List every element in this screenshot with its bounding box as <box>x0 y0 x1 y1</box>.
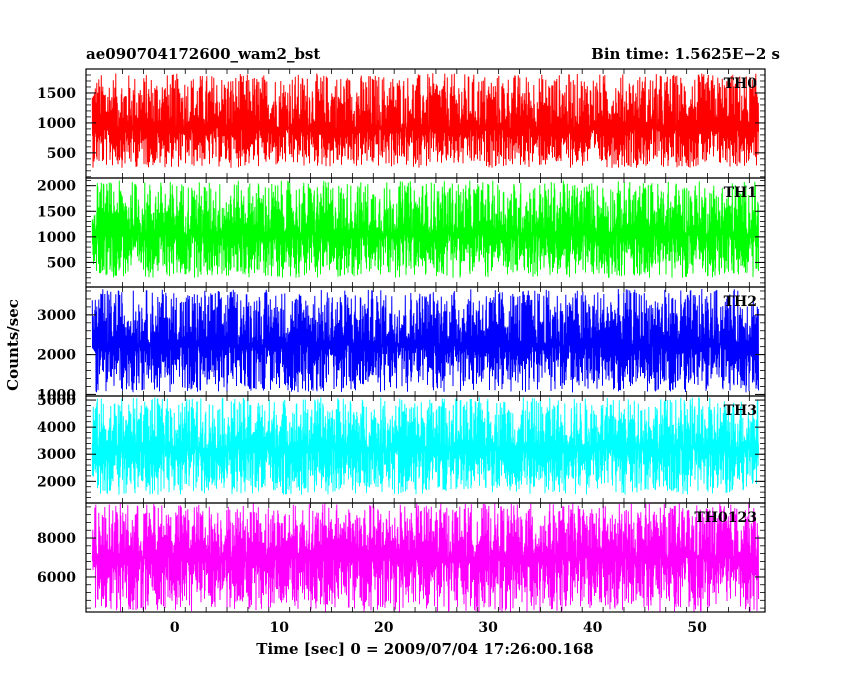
panel-label-th0: TH0 <box>724 76 758 92</box>
y-tick-label: 2000 <box>37 474 76 490</box>
panel-th2: 1000 2000 3000 TH2 <box>37 286 766 403</box>
y-axis-label: Counts/sec <box>4 299 22 391</box>
y-tick-label: 4000 <box>37 420 76 436</box>
panel-label-th2: TH2 <box>724 294 757 310</box>
chart-title-left: ae090704172600_wam2_bst <box>86 45 320 63</box>
y-tick-label: 2000 <box>37 179 76 195</box>
series-line-th0123 <box>91 503 759 613</box>
y-tick-label: 500 <box>47 146 76 162</box>
panel-label-th3: TH3 <box>724 403 757 419</box>
chart-title-right: Bin time: 1.5625E−2 s <box>591 45 780 63</box>
y-tick-label: 1000 <box>37 387 76 403</box>
panel-frame <box>85 502 766 613</box>
series-line-th3 <box>91 397 759 495</box>
x-axis-label: Time [sec] 0 = 2009/07/04 17:26:00.168 <box>256 640 593 658</box>
y-tick-label: 1500 <box>37 204 76 220</box>
panel-label-th1: TH1 <box>724 185 757 201</box>
series-line-th2 <box>91 288 759 393</box>
y-tick-label: 2000 <box>37 348 76 364</box>
panel-th0: 500 1000 1500 TH0 <box>37 68 766 179</box>
x-tick-label: 30 <box>478 620 498 636</box>
panel-th1: 500 1000 1500 2000 TH1 <box>37 177 766 288</box>
series-line-th1 <box>91 180 759 278</box>
panel-th0123: 6000 8000 TH0123 <box>37 502 766 613</box>
y-tick-label: 3000 <box>37 447 76 463</box>
y-tick-label: 6000 <box>37 570 76 586</box>
y-tick-label: 1500 <box>37 86 76 102</box>
panel-th3: 2000 3000 4000 5000 TH3 <box>37 393 766 504</box>
y-tick-label: 1000 <box>37 116 76 132</box>
y-tick-label: 500 <box>47 255 76 271</box>
series-line-th0 <box>91 73 759 168</box>
x-tick-label: 20 <box>374 620 394 636</box>
y-tick-label: 8000 <box>37 531 76 547</box>
x-tick-label: 40 <box>583 620 603 636</box>
y-tick-label: 5000 <box>37 393 76 409</box>
y-tick-label: 1000 <box>37 230 76 246</box>
x-tick-label: 50 <box>687 620 707 636</box>
x-tick-label: 10 <box>270 620 290 636</box>
panel-label-th0123: TH0123 <box>694 510 757 526</box>
x-tick-label: 0 <box>170 620 180 636</box>
y-tick-label: 3000 <box>37 308 76 324</box>
